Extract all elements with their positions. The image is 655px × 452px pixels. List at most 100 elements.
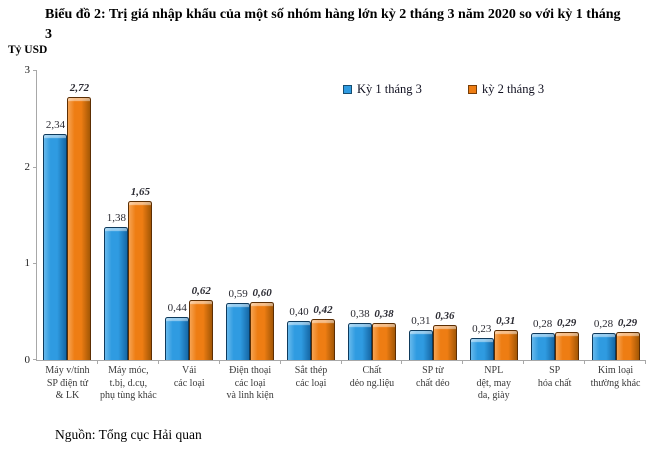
category-label-line: chất dẻo: [416, 377, 450, 389]
bar-group: 0,38 0,38 Chất dẻo ng.liệu: [342, 70, 403, 389]
category-label-line: Điện thoại: [229, 365, 272, 376]
legend-color-swatch: [467, 85, 477, 94]
legend-color-swatch: [343, 85, 352, 94]
category-label-line: dệt, may: [476, 377, 511, 389]
x-axis-tick: [157, 360, 159, 364]
legend-item: Kỳ 1 tháng 3: [343, 82, 422, 97]
category-label: Chất dẻo ng.liệu: [332, 365, 412, 390]
source-note: Nguồn: Tổng cục Hải quan: [55, 427, 202, 442]
y-axis-tick-label: 0: [24, 354, 31, 366]
value-label-ky1: 2,34: [45, 118, 66, 131]
bar-ky1-thang3: [591, 332, 616, 360]
category-label-line: các loại: [234, 377, 266, 389]
bar-group: 2,34 2,72 Máy v/tính SP điện tử & LK: [37, 70, 98, 401]
bar-ky1-thang3: [226, 302, 251, 360]
value-label-ky2: 0,31: [496, 315, 516, 328]
bar-ky1-thang3: [104, 226, 129, 360]
y-axis-tick-label: 1: [24, 257, 31, 270]
value-label-ky1: 0,38: [350, 308, 370, 321]
category-label: NPL dệt, may da, giày: [454, 365, 534, 403]
y-axis-tick: [33, 263, 37, 265]
bar-group: 0,28 0,29 SP hóa chất: [524, 70, 585, 389]
bar-ky2-thang3: [371, 323, 396, 360]
bar-ky1-thang3: [347, 323, 372, 360]
category-label-line: hóa chất: [537, 377, 572, 389]
value-label-ky2: 2,72: [69, 82, 90, 95]
category-label-line: & LK: [55, 390, 80, 401]
value-label-ky2: 1,65: [130, 185, 150, 198]
category-label-line: t.bị, d.cụ,: [109, 377, 148, 389]
y-axis-tick: [33, 166, 37, 168]
value-label-ky1: 0,23: [472, 322, 492, 335]
category-label-line: SP điện tử: [46, 377, 89, 389]
y-axis-tick: [33, 70, 37, 71]
bar-ky2-thang3: [311, 319, 336, 360]
category-label-line: NPL: [484, 365, 504, 376]
bar-group: 0,40 0,42 Sắt thép các loại: [281, 70, 342, 389]
legend-label: Kỳ 1 tháng 3: [357, 82, 422, 96]
category-label-line: Vải: [182, 365, 197, 376]
x-axis-tick: [401, 360, 403, 364]
x-axis-tick: [279, 360, 281, 364]
category-label: Sắt thép các loại: [271, 365, 351, 390]
category-label: Vải các loại: [149, 365, 229, 390]
x-axis-tick: [523, 360, 525, 364]
category-label: Máy móc, t.bị, d.cụ, phụ tùng khác: [88, 365, 168, 403]
category-label-line: Máy v/tính: [45, 365, 90, 376]
bar-ky2-thang3: [554, 331, 579, 360]
chart-title: Biểu đồ 2: Trị giá nhập khẩu của một số …: [45, 7, 621, 42]
category-label-line: Sắt thép: [294, 365, 328, 376]
bar-ky1-thang3: [287, 321, 312, 360]
value-label-ky2: 0,36: [435, 310, 455, 323]
value-label-ky1: 1,38: [106, 211, 126, 224]
x-axis-tick: [96, 360, 98, 364]
bar-ky2-thang3: [615, 331, 640, 360]
value-label-ky1: 0,59: [228, 287, 248, 300]
bar-ky1-thang3: [469, 337, 494, 360]
y-axis-tick: [33, 359, 37, 360]
y-axis-tick-label: 2: [24, 160, 31, 173]
category-label-line: các loại: [173, 377, 205, 389]
y-axis-unit-label: Tỷ USD: [8, 44, 48, 56]
bar-ky1-thang3: [408, 330, 433, 360]
bar-group: 0,28 0,29 Kim loại thường khác: [585, 70, 646, 389]
plot-area: Kỳ 1 tháng 3 kỳ 2 tháng 3 0 1 2 3 2,34 2,72 Máy…: [25, 64, 646, 401]
bar-ky1-thang3: [43, 133, 68, 360]
category-label-line: phụ tùng khác: [100, 390, 157, 401]
value-label-ky2: 0,60: [252, 287, 272, 299]
category-label: Điện thoại các loại và linh kiện: [210, 365, 290, 403]
category-label-line: Kim loại: [597, 365, 634, 376]
category-label-line: Chất: [362, 365, 382, 376]
category-label: SP hóa chất: [515, 365, 595, 390]
bar-ky1-thang3: [165, 317, 190, 360]
category-label-line: dẻo ng.liệu: [349, 377, 395, 389]
category-label-line: và linh kiện: [226, 390, 274, 401]
legend-label: kỳ 2 tháng 3: [481, 82, 545, 96]
bar-group: 0,44 0,62 Vải các loại: [159, 70, 220, 389]
bar-ky2-thang3: [128, 200, 153, 360]
category-label-line: các loại: [295, 377, 327, 389]
value-label-ky1: 0,40: [289, 306, 309, 319]
value-label-ky1: 0,31: [411, 315, 431, 328]
bar-ky1-thang3: [530, 332, 555, 360]
category-label: Máy v/tính SP điện tử & LK: [27, 365, 107, 403]
legend-item: kỳ 2 tháng 3: [467, 82, 545, 97]
x-axis-tick: [340, 360, 342, 364]
y-axis-tick-label: 3: [24, 64, 31, 76]
value-label-ky2: 0,42: [313, 304, 333, 317]
bar-ky2-thang3: [493, 330, 518, 360]
bar-group: 0,59 0,60 Điện thoại các loại và linh kiện: [220, 70, 281, 401]
value-label-ky1: 0,28: [533, 317, 553, 330]
bar-group: 0,31 0,36 SP từ chất dẻo: [402, 70, 463, 389]
value-label-ky2: 0,29: [617, 316, 638, 329]
category-label-line: thường khác: [590, 377, 641, 389]
legend: Kỳ 1 tháng 3 kỳ 2 tháng 3: [343, 82, 544, 97]
x-axis-tick: [218, 360, 220, 364]
value-label-ky2: 0,38: [374, 308, 394, 321]
value-label-ky2: 0,29: [557, 316, 577, 329]
value-label-ky1: 0,44: [167, 302, 187, 315]
bar-ky2-thang3: [250, 302, 275, 360]
value-label-ky1: 0,28: [593, 317, 614, 330]
bar-group: 0,23 0,31 NPL dệt, may da, giày: [463, 70, 524, 401]
